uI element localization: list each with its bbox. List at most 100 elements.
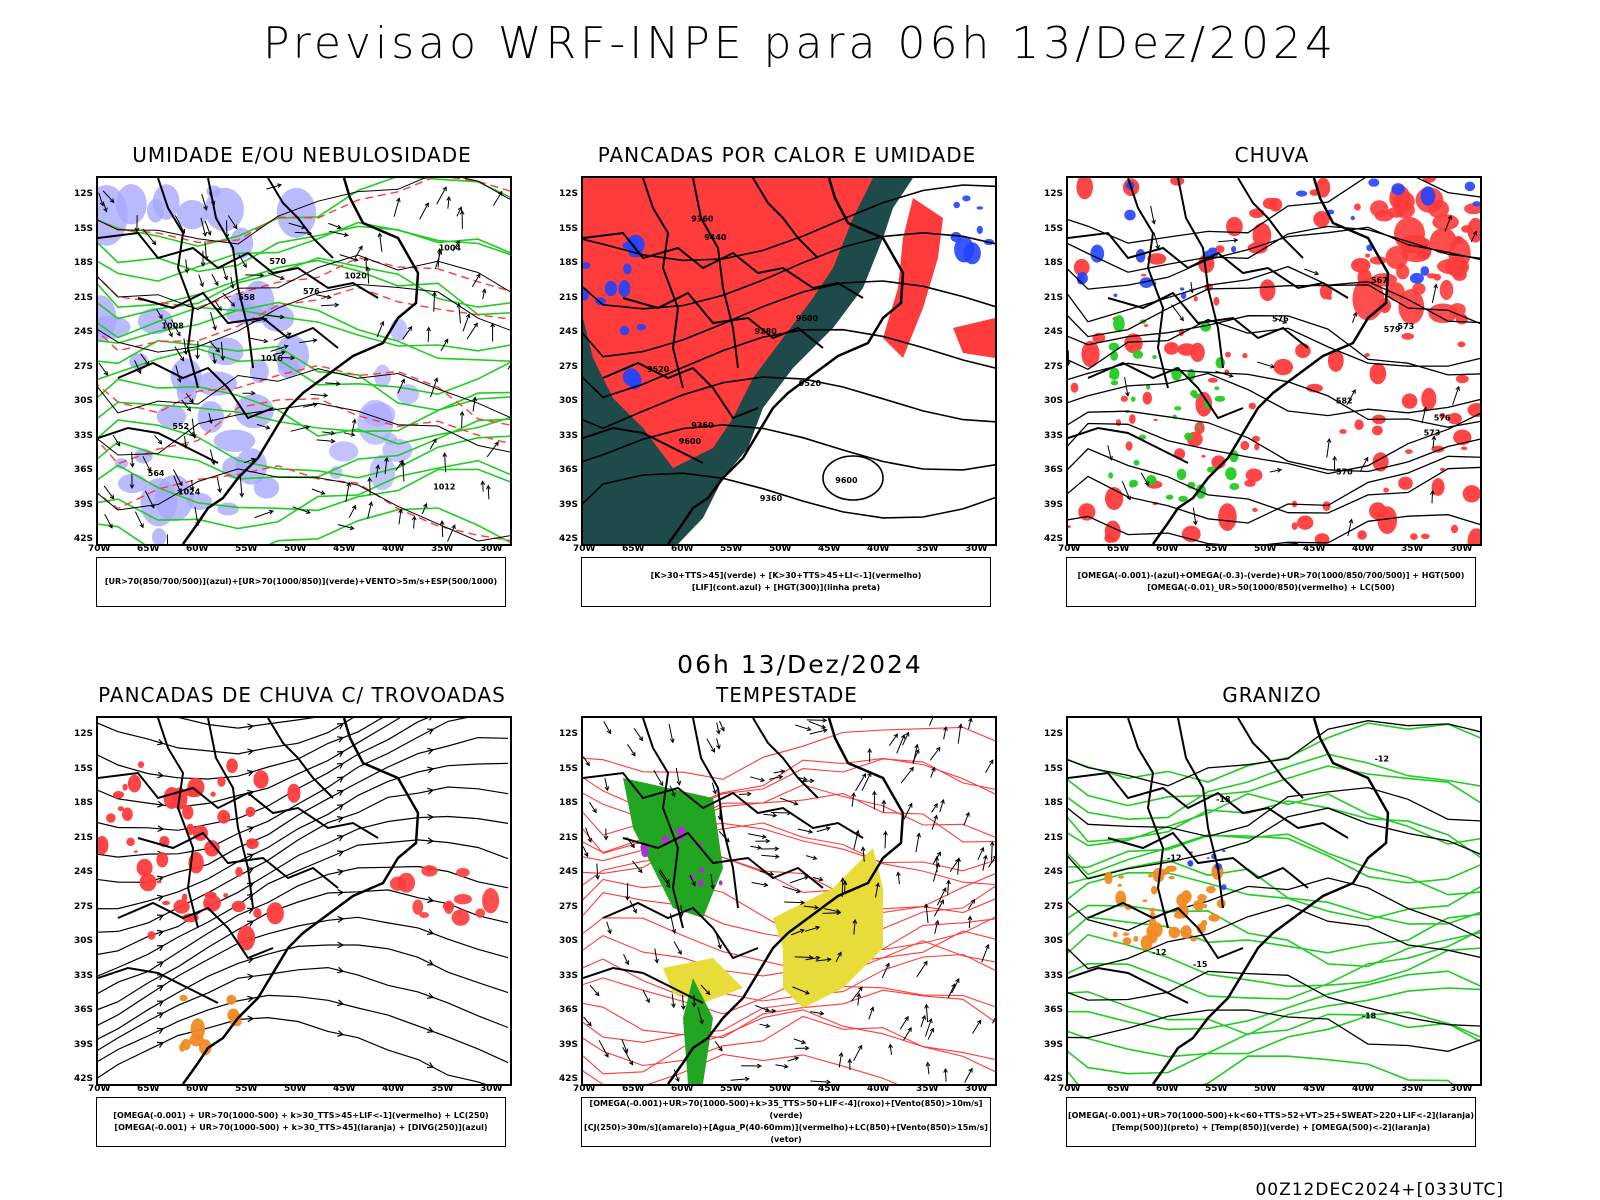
contour-label: 1012 — [433, 483, 455, 492]
latitude-tick-label: 27S — [74, 361, 94, 372]
latitude-tick-label: 33S — [559, 970, 579, 981]
latitude-tick-label: 39S — [1044, 499, 1064, 510]
latitude-tick-label: 33S — [74, 430, 94, 441]
forecast-map: 9600 9600 9520 9520 9440 9360 9360 9280 9360 9600 — [581, 176, 997, 546]
latitude-tick-label: 42S — [559, 534, 579, 544]
latitude-tick-label: 42S — [1044, 534, 1064, 544]
latitude-tick-label: 33S — [1044, 430, 1064, 441]
contour-label: 9360 — [691, 214, 714, 223]
longitude-tick-label: 40W — [382, 1084, 405, 1094]
contour-label: 582 — [1336, 396, 1353, 405]
latitude-tick-label: 15S — [1044, 223, 1064, 234]
longitude-tick-label: 65W — [1107, 1084, 1130, 1094]
panel-legend: [OMEGA(-0.001)+UR>70(1000-500)+k<60+TTS>… — [1066, 1097, 1476, 1147]
latitude-tick-label: 18S — [559, 258, 579, 268]
contour-label: -15 — [1193, 960, 1208, 969]
latitude-tick-label: 30S — [74, 936, 94, 946]
latitude-tick-label: 12S — [74, 729, 94, 739]
longitude-tick-label: 60W — [1156, 1084, 1179, 1094]
contour-label: -18 — [1216, 795, 1231, 804]
longitude-tick-label: 60W — [186, 544, 209, 554]
latitude-tick-label: 18S — [74, 798, 94, 808]
latitude-tick-label: 39S — [1044, 1039, 1064, 1050]
latitude-tick-label: 36S — [559, 465, 579, 475]
latitude-tick-label: 15S — [74, 763, 94, 774]
panel-title: GRANIZO — [1222, 683, 1322, 707]
forecast-panel: PANCADAS POR CALOR E UMIDADE 9600 9600 9520… — [541, 143, 1013, 607]
latitude-tick-label: 30S — [74, 396, 94, 406]
panel-title: TEMPESTADE — [716, 683, 858, 707]
longitude-tick-label: 55W — [235, 544, 258, 554]
panel-title: CHUVA — [1234, 143, 1310, 167]
latitude-tick-label: 12S — [559, 729, 579, 739]
contour-label: 570 — [1336, 468, 1353, 477]
latitude-tick-label: 12S — [1044, 189, 1064, 199]
longitude-tick-label: 65W — [137, 1084, 160, 1094]
panel-legend: [UR>70(850/700/500)](azul)+[UR>70(1000/8… — [96, 557, 506, 607]
latitude-tick-label: 30S — [1044, 936, 1064, 946]
forecast-panel: PANCADAS DE CHUVA C/ TROVOADAS 12S 15S 18S 2… — [56, 683, 528, 1147]
longitude-tick-label: 50W — [1254, 1084, 1277, 1094]
latitude-tick-label: 27S — [559, 901, 579, 912]
latitude-tick-label: 39S — [74, 1039, 94, 1050]
contour-label: 9600 — [796, 314, 819, 323]
forecast-panel: TEMPESTADE 12S 15S 18S 21S 24S 27S 30S 33S 36S 39S… — [541, 683, 1013, 1147]
longitude-tick-label: 45W — [333, 1084, 356, 1094]
latitude-tick-label: 27S — [559, 361, 579, 372]
longitude-tick-label: 30W — [965, 1084, 988, 1094]
latitude-tick-label: 12S — [559, 189, 579, 199]
longitude-tick-label: 55W — [1205, 1084, 1228, 1094]
contour-label: 1008 — [162, 322, 185, 331]
longitude-tick-label: 35W — [431, 1084, 454, 1094]
contour-label: 576 — [1272, 315, 1289, 324]
longitude-tick-label: 30W — [965, 544, 988, 554]
contour-label: 9520 — [647, 365, 670, 374]
latitude-tick-label: 15S — [1044, 763, 1064, 774]
longitude-tick-label: 35W — [1401, 1084, 1424, 1094]
latitude-tick-label: 42S — [559, 1074, 579, 1084]
longitude-tick-label: 45W — [818, 544, 841, 554]
contour-label: 579 — [1384, 325, 1401, 334]
legend-line: [OMEGA(-0.001) + UR>70(1000-500) + k>30_… — [114, 1123, 488, 1132]
longitude-tick-label: 65W — [137, 544, 160, 554]
latitude-tick-label: 39S — [559, 499, 579, 510]
longitude-tick-label: 70W — [573, 1084, 596, 1094]
longitude-tick-label: 60W — [186, 1084, 209, 1094]
contour-label: 552 — [172, 422, 189, 431]
legend-line: [OMEGA(-0.001)-(azul)+OMEGA(-0.3)-(verde… — [1077, 571, 1465, 580]
latitude-tick-label: 36S — [1044, 1005, 1064, 1015]
longitude-tick-label: 70W — [573, 544, 596, 554]
panel-legend: [OMEGA(-0.001) + UR>70(1000-500) + k>30_… — [96, 1097, 506, 1147]
contour-label: -12 — [1375, 754, 1389, 763]
longitude-tick-label: 60W — [671, 1084, 694, 1094]
forecast-map — [581, 716, 997, 1086]
latitude-tick-label: 12S — [1044, 729, 1064, 739]
latitude-tick-label: 36S — [1044, 465, 1064, 475]
longitude-tick-label: 30W — [480, 1084, 503, 1094]
forecast-panel: GRANIZO -12 -15 -18 -18 -12 -12 12S 15S 18S 21S 24S… — [1026, 683, 1498, 1147]
contour-label: 9600 — [835, 476, 858, 485]
latitude-tick-label: 30S — [559, 936, 579, 946]
legend-line: [UR>70(850/700/500)](azul)+[UR>70(1000/8… — [104, 577, 498, 586]
legend-line: [K>30+TTS>45](verde) + [K>30+TTS>45+LI<-… — [650, 571, 922, 580]
longitude-tick-label: 55W — [235, 1084, 258, 1094]
legend-line: [OMEGA(-0.001)+UR>70(1000-500)+k<60+TTS>… — [1067, 1111, 1475, 1120]
latitude-tick-label: 30S — [1044, 396, 1064, 406]
longitude-tick-label: 50W — [1254, 544, 1277, 554]
latitude-tick-label: 21S — [1044, 292, 1064, 303]
legend-line: [OMEGA(-0.01)_UR>50(1000/850)(vermelho) … — [1147, 583, 1395, 592]
contour-label: -12 — [1152, 948, 1166, 957]
longitude-tick-label: 70W — [1058, 544, 1081, 554]
longitude-tick-label: 55W — [1205, 544, 1228, 554]
legend-line: [Temp(500)](preto) + [Temp(850)](verde) … — [1111, 1123, 1431, 1132]
latitude-tick-label: 15S — [559, 763, 579, 774]
longitude-tick-label: 55W — [720, 544, 743, 554]
contour-label: 573 — [1424, 428, 1441, 437]
longitude-tick-label: 35W — [916, 544, 939, 554]
longitude-tick-label: 55W — [720, 1084, 743, 1094]
longitude-tick-label: 35W — [431, 544, 454, 554]
latitude-tick-label: 36S — [74, 1005, 94, 1015]
latitude-tick-label: 24S — [559, 327, 579, 337]
main-title: Previsao WRF-INPE para 06h 13/Dez/2024 — [263, 18, 1337, 69]
legend-line: [OMEGA(-0.001) + UR>70(1000-500) + k>30_… — [113, 1111, 489, 1120]
